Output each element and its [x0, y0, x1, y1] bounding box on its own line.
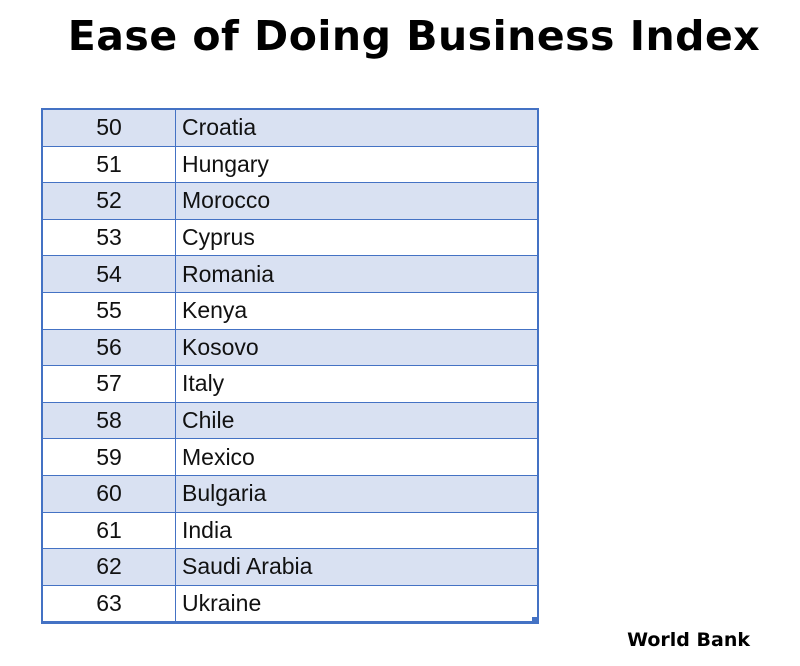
country-cell: Romania	[182, 260, 275, 287]
rank-cell: 54	[43, 256, 176, 292]
country-cell: Kosovo	[182, 333, 259, 360]
country-cell: Saudi Arabia	[182, 553, 313, 580]
page-title: Ease of Doing Business Index	[67, 12, 761, 60]
rank-cell: 52	[43, 183, 176, 219]
country-cell: Croatia	[182, 114, 257, 141]
table-row: 54 Romania	[43, 256, 537, 293]
rank-cell: 53	[43, 219, 176, 256]
table-row: 50 Croatia	[43, 110, 537, 147]
country-cell: Kenya	[182, 297, 248, 324]
country-cell: Cyprus	[182, 224, 255, 251]
table-row: 63 Ukraine	[43, 585, 537, 623]
rank-cell: 51	[43, 146, 176, 183]
table-row: 56 Kosovo	[43, 329, 537, 367]
rank-cell: 61	[43, 512, 176, 549]
table-row: 59 Mexico	[43, 439, 537, 476]
rank-cell: 55	[43, 292, 176, 329]
table-row: 57 Italy	[43, 366, 537, 403]
country-cell: Italy	[182, 370, 225, 397]
table-row: 55 Kenya	[43, 292, 537, 330]
table-row: 58 Chile	[43, 402, 537, 440]
country-cell: India	[182, 516, 232, 543]
table-row: 51 Hungary	[43, 146, 537, 184]
rank-cell: 63	[43, 585, 176, 622]
country-cell: Mexico	[182, 443, 255, 470]
country-cell: Bulgaria	[182, 480, 267, 507]
table-row: 62 Saudi Arabia	[43, 549, 537, 586]
ranking-table: 50 Croatia 51 Hungary 52 Morocco 53 Cypr…	[41, 108, 539, 625]
country-cell: Morocco	[182, 187, 271, 214]
table-row: 61 India	[43, 512, 537, 550]
table-row: 53 Cyprus	[43, 219, 537, 257]
rank-cell: 59	[43, 439, 176, 475]
country-cell: Ukraine	[182, 590, 262, 617]
rank-cell: 62	[43, 549, 176, 585]
rank-cell: 50	[43, 110, 176, 146]
rank-cell: 60	[43, 475, 176, 512]
rank-cell: 56	[43, 329, 176, 366]
rank-cell: 58	[43, 402, 176, 439]
table-row: 60 Bulgaria	[43, 475, 537, 513]
source-credit: World Bank	[627, 629, 750, 651]
table-resize-handle[interactable]	[532, 617, 538, 624]
country-cell: Chile	[182, 407, 235, 434]
country-cell: Hungary	[182, 150, 269, 177]
rank-cell: 57	[43, 366, 176, 402]
table-row: 52 Morocco	[43, 183, 537, 220]
